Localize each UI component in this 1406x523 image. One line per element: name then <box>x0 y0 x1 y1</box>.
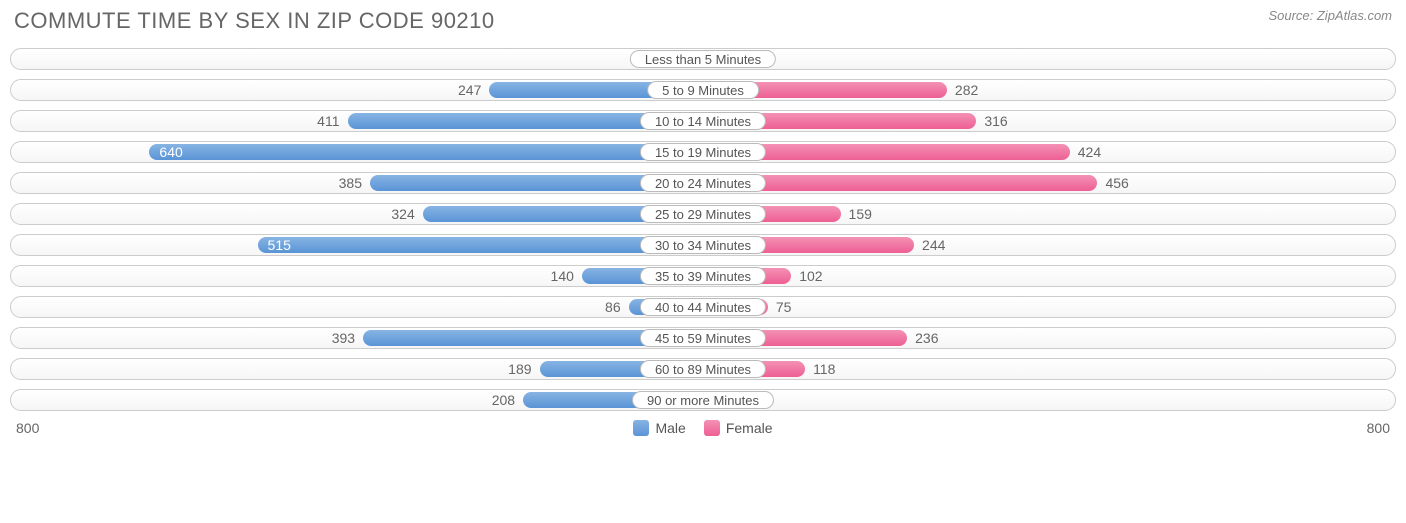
value-female: 102 <box>799 266 822 286</box>
chart-row: 2083990 or more Minutes <box>10 389 1396 411</box>
legend-item-male: Male <box>633 420 685 436</box>
chart-legend: Male Female <box>633 420 772 436</box>
value-male: 411 <box>317 111 339 131</box>
diverging-bar-chart: 4143Less than 5 Minutes 247 282 5 to 9 Minu… <box>10 48 1396 411</box>
category-label: 25 to 29 Minutes <box>640 205 766 223</box>
value-female: 159 <box>849 204 872 224</box>
category-label: 10 to 14 Minutes <box>640 112 766 130</box>
category-label: 20 to 24 Minutes <box>640 174 766 192</box>
value-female: 118 <box>813 359 835 379</box>
chart-row: 385 456 20 to 24 Minutes <box>10 172 1396 194</box>
category-label: 40 to 44 Minutes <box>640 298 766 316</box>
chart-row: 189 118 60 to 89 Minutes <box>10 358 1396 380</box>
chart-title: COMMUTE TIME BY SEX IN ZIP CODE 90210 <box>14 8 495 34</box>
chart-row: 86 75 40 to 44 Minutes <box>10 296 1396 318</box>
bar-male <box>149 144 703 160</box>
legend-swatch-female <box>704 420 720 436</box>
value-female: 456 <box>1105 173 1128 193</box>
legend-label-male: Male <box>655 420 685 436</box>
value-male: 324 <box>391 204 414 224</box>
value-female: 244 <box>922 235 945 255</box>
value-female: 75 <box>776 297 792 317</box>
category-label: 30 to 34 Minutes <box>640 236 766 254</box>
chart-row: 4143Less than 5 Minutes <box>10 48 1396 70</box>
value-female: 316 <box>984 111 1007 131</box>
chart-header: COMMUTE TIME BY SEX IN ZIP CODE 90210 So… <box>10 8 1396 34</box>
category-label: 35 to 39 Minutes <box>640 267 766 285</box>
value-male: 208 <box>492 390 515 410</box>
chart-row: 515 244 30 to 34 Minutes <box>10 234 1396 256</box>
category-label: 5 to 9 Minutes <box>647 81 759 99</box>
chart-source: Source: ZipAtlas.com <box>1268 8 1392 23</box>
value-female: 236 <box>915 328 938 348</box>
chart-row: 324 159 25 to 29 Minutes <box>10 203 1396 225</box>
legend-item-female: Female <box>704 420 773 436</box>
value-male: 640 <box>149 142 192 162</box>
value-male: 393 <box>332 328 355 348</box>
category-label: Less than 5 Minutes <box>630 50 776 68</box>
chart-row: 640 424 15 to 19 Minutes <box>10 141 1396 163</box>
value-male: 385 <box>339 173 362 193</box>
chart-axis: 800 Male Female 800 <box>10 420 1396 436</box>
chart-row: 393 236 45 to 59 Minutes <box>10 327 1396 349</box>
category-label: 45 to 59 Minutes <box>640 329 766 347</box>
value-female: 424 <box>1078 142 1101 162</box>
chart-row: 411 316 10 to 14 Minutes <box>10 110 1396 132</box>
axis-label-left: 800 <box>16 420 39 436</box>
chart-row: 140 102 35 to 39 Minutes <box>10 265 1396 287</box>
value-male: 86 <box>605 297 621 317</box>
chart-row: 247 282 5 to 9 Minutes <box>10 79 1396 101</box>
value-female: 282 <box>955 80 978 100</box>
legend-label-female: Female <box>726 420 773 436</box>
value-male: 515 <box>258 235 301 255</box>
category-label: 15 to 19 Minutes <box>640 143 766 161</box>
legend-swatch-male <box>633 420 649 436</box>
value-male: 189 <box>508 359 531 379</box>
bar-male <box>258 237 703 253</box>
value-male: 247 <box>458 80 481 100</box>
axis-label-right: 800 <box>1367 420 1390 436</box>
category-label: 60 to 89 Minutes <box>640 360 766 378</box>
category-label: 90 or more Minutes <box>632 391 774 409</box>
value-male: 140 <box>551 266 574 286</box>
